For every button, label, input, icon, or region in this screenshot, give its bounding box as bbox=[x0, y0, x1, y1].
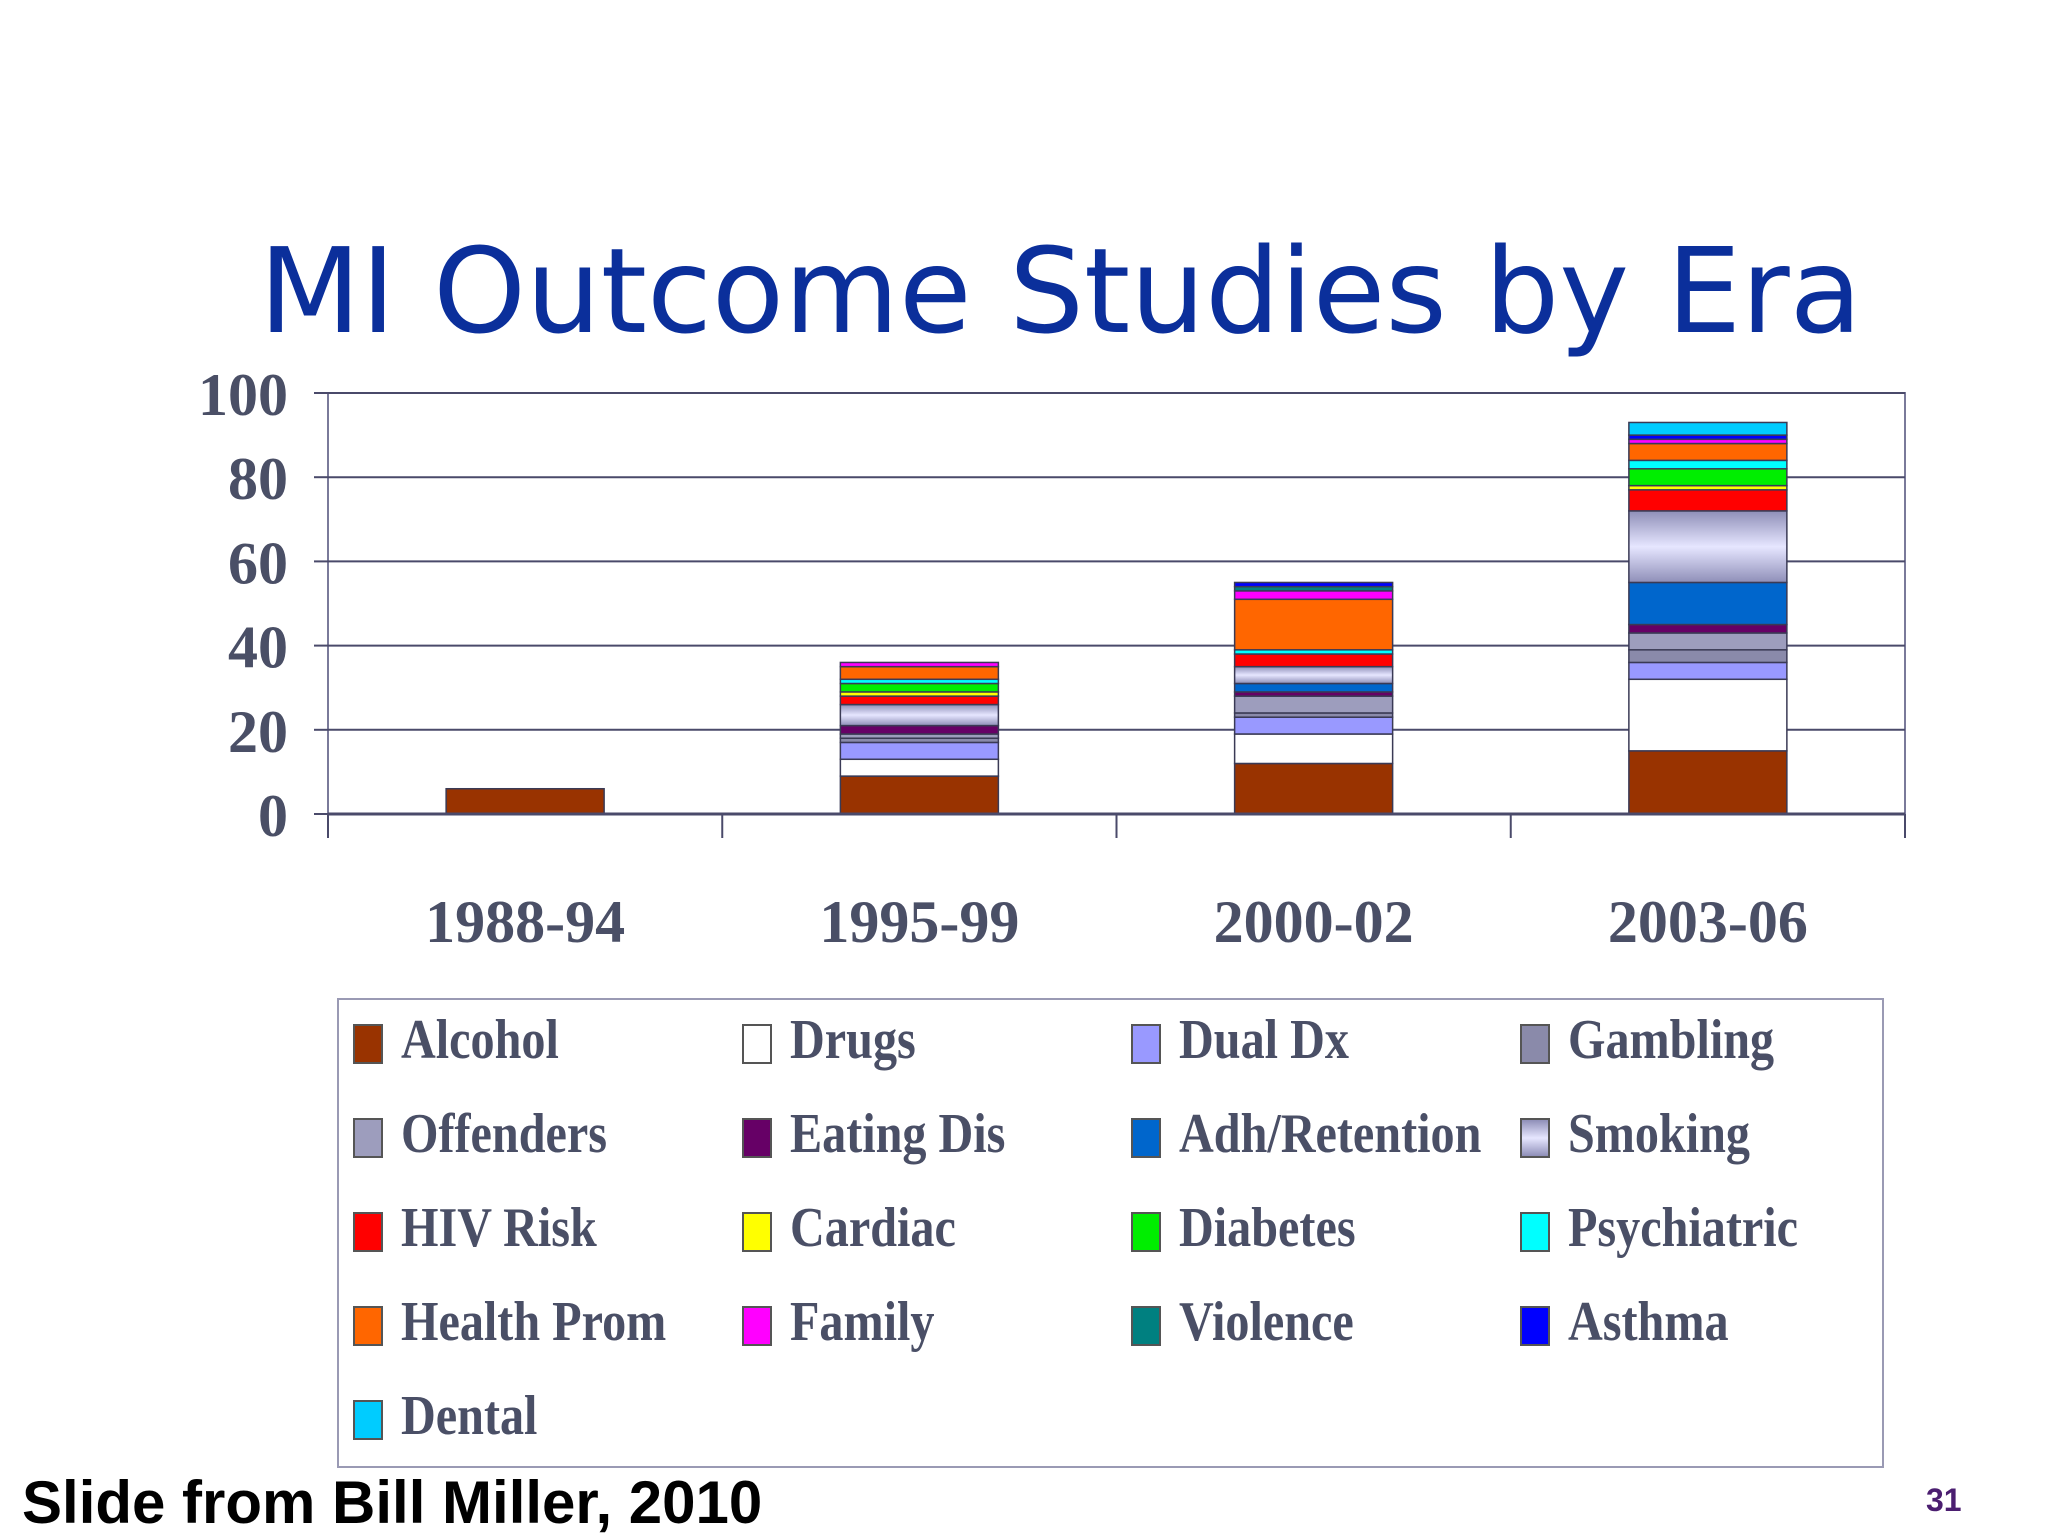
y-tick-label: 0 bbox=[258, 783, 288, 849]
bar-segment-alcohol bbox=[445, 787, 605, 815]
y-tick-label: 60 bbox=[228, 530, 288, 596]
bar-segment-gambling bbox=[1628, 649, 1788, 664]
source-credit: Slide from Bill Miller, 2010 bbox=[22, 1469, 763, 1536]
legend-swatch bbox=[742, 1118, 772, 1158]
chart-legend: Alcohol Drugs Dual Dx Gambling Offenders Eati… bbox=[337, 998, 1884, 1468]
legend-swatch bbox=[742, 1024, 772, 1064]
legend-swatch bbox=[1520, 1024, 1550, 1064]
bar-segment-family bbox=[1233, 590, 1394, 601]
bar-segment-dental bbox=[1628, 421, 1788, 436]
bar-segment-offenders bbox=[1628, 632, 1788, 651]
slide-title: MI Outcome Studies by Era bbox=[258, 222, 1862, 360]
legend-swatch bbox=[1131, 1024, 1161, 1064]
legend-label: Diabetes bbox=[1179, 1197, 1356, 1259]
bar-stack-2003-06 bbox=[1628, 421, 1788, 815]
bar-stack-1995-99 bbox=[839, 661, 1000, 815]
bar-segment-health-prom bbox=[1233, 598, 1394, 651]
legend-swatch bbox=[353, 1306, 383, 1346]
legend-label: Psychiatric bbox=[1568, 1197, 1799, 1259]
bar-segment-eating-dis bbox=[1628, 623, 1788, 634]
bar-segment-adh-retention bbox=[1233, 682, 1394, 693]
bar-segment-dual-dx bbox=[839, 741, 1000, 761]
bar-segment-hiv-risk bbox=[839, 695, 1000, 706]
bar-segment-family bbox=[839, 661, 1000, 668]
legend-swatch bbox=[742, 1212, 772, 1252]
bar-segment-health-prom bbox=[839, 665, 1000, 681]
legend-label: Dual Dx bbox=[1179, 1009, 1349, 1071]
legend-swatch bbox=[1520, 1306, 1550, 1346]
legend-swatch bbox=[353, 1212, 383, 1252]
bar-segment-alcohol bbox=[1628, 750, 1788, 815]
legend-swatch bbox=[353, 1118, 383, 1158]
legend-label: HIV Risk bbox=[401, 1197, 597, 1259]
x-tick-label: 1995-99 bbox=[819, 889, 1019, 955]
x-axis-tick-labels: 1988-94 1995-99 2000-02 2003-06 bbox=[425, 889, 1808, 955]
y-tick-label: 40 bbox=[228, 615, 288, 681]
legend-label: Health Prom bbox=[401, 1291, 667, 1353]
bar-segment-dual-dx bbox=[1233, 716, 1394, 735]
x-tick-label: 2000-02 bbox=[1214, 889, 1414, 955]
bar-segment-diabetes bbox=[1628, 468, 1788, 487]
legend-swatch bbox=[353, 1024, 383, 1064]
legend-swatch bbox=[1131, 1212, 1161, 1252]
bar-segment-offenders bbox=[1233, 695, 1394, 714]
bar-segment-adh-retention bbox=[1628, 581, 1788, 626]
bar-segment-dual-dx bbox=[1628, 661, 1788, 681]
bar-segment-health-prom bbox=[1628, 442, 1788, 462]
y-axis-tick-labels: 0 20 40 60 80 100 bbox=[198, 362, 288, 849]
y-tick-label: 80 bbox=[228, 446, 288, 512]
axes bbox=[327, 812, 1906, 838]
bar-segment-eating-dis bbox=[839, 724, 1000, 735]
legend-swatch bbox=[1131, 1306, 1161, 1346]
bar-segment-alcohol bbox=[1233, 762, 1394, 815]
bar-segment-hiv-risk bbox=[1628, 489, 1788, 512]
legend-label: Asthma bbox=[1568, 1291, 1729, 1353]
bar-segment-smoking bbox=[1233, 665, 1394, 685]
legend-label: Cardiac bbox=[790, 1197, 956, 1259]
bar-segment-diabetes bbox=[839, 682, 1000, 693]
bar-segment-smoking bbox=[1628, 510, 1788, 584]
y-tick-label: 100 bbox=[198, 362, 288, 428]
bars bbox=[445, 421, 1788, 815]
bar-segment-drugs bbox=[1628, 678, 1788, 752]
bar-segment-asthma bbox=[1233, 581, 1394, 588]
bar-segment-hiv-risk bbox=[1233, 653, 1394, 668]
page-number: 31 bbox=[1926, 1482, 1962, 1518]
legend-label: Dental bbox=[401, 1385, 538, 1447]
legend-label: Gambling bbox=[1568, 1009, 1775, 1071]
legend-label: Violence bbox=[1179, 1291, 1354, 1353]
legend-swatch bbox=[1520, 1118, 1550, 1158]
bar-segment-drugs bbox=[839, 758, 1000, 777]
legend-swatch bbox=[742, 1306, 772, 1346]
bar-stack-2000-02 bbox=[1233, 581, 1394, 815]
bar-segment-psychiatric bbox=[1628, 459, 1788, 470]
legend-label: Offenders bbox=[401, 1103, 607, 1165]
legend-swatch bbox=[1520, 1212, 1550, 1252]
bar-segment-alcohol bbox=[839, 775, 1000, 815]
x-tick-label: 2003-06 bbox=[1608, 889, 1808, 955]
legend-label: Family bbox=[790, 1291, 935, 1353]
legend-label: Alcohol bbox=[401, 1009, 559, 1071]
legend-label: Drugs bbox=[790, 1009, 916, 1071]
stacked-bar-chart: 0 20 40 60 80 100 1988-94 1995-99 2000-02 2003-0… bbox=[198, 362, 1906, 955]
legend-swatch bbox=[1131, 1118, 1161, 1158]
legend-swatch bbox=[353, 1400, 383, 1440]
legend-label: Adh/Retention bbox=[1179, 1103, 1482, 1165]
bar-segment-smoking bbox=[839, 703, 1000, 727]
bar-segment-drugs bbox=[1233, 733, 1394, 765]
legend-label: Eating Dis bbox=[790, 1103, 1006, 1165]
y-tick-label: 20 bbox=[228, 699, 288, 765]
bar-stack-1988-94 bbox=[445, 787, 605, 815]
legend-label: Smoking bbox=[1568, 1103, 1751, 1165]
x-tick-label: 1988-94 bbox=[425, 889, 625, 955]
